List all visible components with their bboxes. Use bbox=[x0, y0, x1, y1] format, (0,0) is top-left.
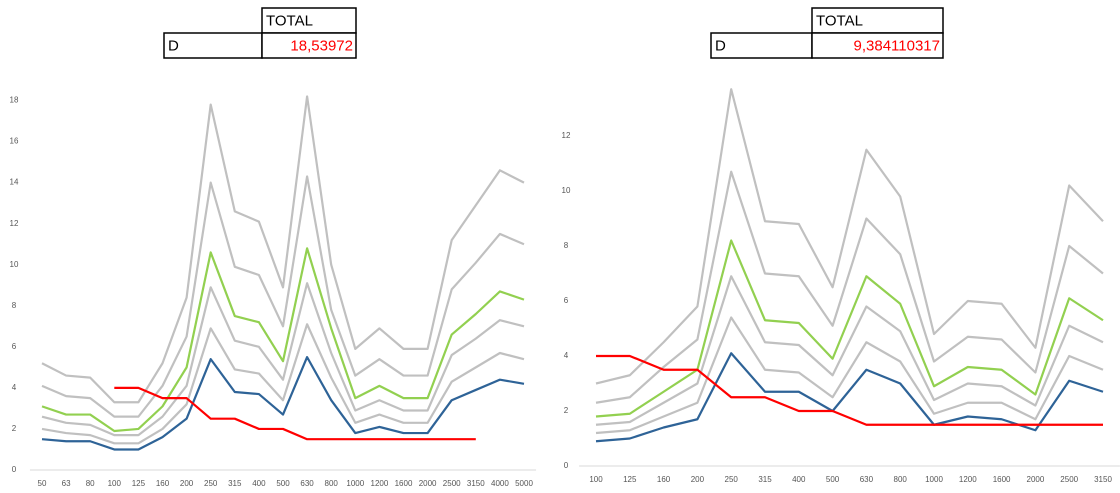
x-tick-label: 1000 bbox=[925, 475, 943, 484]
y-tick-label: 14 bbox=[10, 178, 19, 187]
series-line bbox=[596, 354, 1103, 426]
x-tick-label: 630 bbox=[860, 475, 874, 484]
x-tick-label: 100 bbox=[589, 475, 603, 484]
y-tick-label: 8 bbox=[12, 301, 17, 310]
x-tick-label: 250 bbox=[725, 475, 739, 484]
x-tick-label: 50 bbox=[38, 479, 47, 488]
table-value-cell bbox=[811, 32, 944, 59]
series-line bbox=[595, 88, 1104, 385]
x-tick-label: 2500 bbox=[443, 479, 461, 488]
x-tick-label: 63 bbox=[62, 479, 71, 488]
x-tick-label: 315 bbox=[228, 479, 242, 488]
x-tick-label: 2000 bbox=[1027, 475, 1045, 484]
x-tick-label: 1200 bbox=[959, 475, 977, 484]
x-tick-label: 400 bbox=[252, 479, 266, 488]
x-tick-label: 315 bbox=[758, 475, 772, 484]
series-line bbox=[41, 356, 525, 451]
series-line bbox=[595, 275, 1104, 426]
y-tick-label: 6 bbox=[564, 296, 569, 305]
x-tick-label: 200 bbox=[691, 475, 705, 484]
series-line bbox=[595, 239, 1104, 418]
table-value: 9,384110317 bbox=[854, 37, 940, 54]
y-tick-label: 12 bbox=[562, 131, 571, 140]
x-tick-label: 125 bbox=[623, 475, 637, 484]
series-line bbox=[114, 386, 476, 441]
x-tick-label: 125 bbox=[132, 479, 146, 488]
x-tick-label: 200 bbox=[180, 479, 194, 488]
y-tick-label: 18 bbox=[10, 96, 19, 105]
table-row-label: D bbox=[715, 37, 726, 54]
table-row-label: D bbox=[168, 37, 179, 54]
x-tick-label: 500 bbox=[826, 475, 840, 484]
table-value-cell bbox=[261, 32, 357, 59]
series-line bbox=[595, 170, 1104, 404]
x-tick-label: 1000 bbox=[346, 479, 364, 488]
table-header: TOTAL bbox=[816, 12, 863, 29]
x-tick-label: 3150 bbox=[467, 479, 485, 488]
x-tick-label: 80 bbox=[86, 479, 95, 488]
x-tick-label: 800 bbox=[325, 479, 339, 488]
x-tick-label: 400 bbox=[792, 475, 806, 484]
y-tick-label: 10 bbox=[562, 186, 571, 195]
chart: TOTAL D 18,53972 0 2 4 6 8 10 12 14 16 18 50 63 80 100 12… bbox=[10, 7, 537, 488]
series-line bbox=[41, 323, 525, 445]
x-tick-label: 5000 bbox=[515, 479, 533, 488]
table-value: 18,53972 bbox=[290, 37, 353, 54]
y-tick-label: 4 bbox=[564, 351, 569, 360]
y-tick-label: 4 bbox=[12, 383, 17, 392]
y-tick-label: 6 bbox=[12, 342, 17, 351]
x-tick-label: 1600 bbox=[395, 479, 413, 488]
y-tick-label: 0 bbox=[564, 461, 569, 470]
x-tick-label: 1600 bbox=[993, 475, 1011, 484]
y-tick-label: 2 bbox=[564, 406, 569, 415]
series-line bbox=[41, 282, 525, 437]
series-line bbox=[41, 175, 525, 418]
x-tick-label: 160 bbox=[657, 475, 671, 484]
x-tick-label: 2500 bbox=[1060, 475, 1078, 484]
x-tick-label: 2000 bbox=[419, 479, 437, 488]
y-tick-label: 8 bbox=[564, 241, 569, 250]
x-tick-label: 630 bbox=[300, 479, 314, 488]
x-tick-label: 3150 bbox=[1094, 475, 1112, 484]
y-tick-label: 0 bbox=[12, 465, 17, 474]
x-tick-label: 160 bbox=[156, 479, 170, 488]
table-label-cell bbox=[710, 32, 813, 59]
y-tick-label: 2 bbox=[12, 424, 17, 433]
x-tick-label: 500 bbox=[276, 479, 290, 488]
table-header: TOTAL bbox=[266, 12, 313, 29]
y-tick-label: 10 bbox=[10, 260, 19, 269]
x-tick-label: 1200 bbox=[371, 479, 389, 488]
chart: TOTAL D 9,384110317 0 2 4 6 8 10 12 100 125 160 200 25… bbox=[562, 7, 1120, 484]
table-header-cell bbox=[261, 7, 357, 34]
series-line bbox=[41, 247, 525, 433]
x-tick-label: 800 bbox=[894, 475, 908, 484]
series-line bbox=[595, 316, 1104, 435]
y-tick-label: 16 bbox=[10, 137, 19, 146]
x-tick-label: 4000 bbox=[491, 479, 509, 488]
table-label-cell bbox=[163, 32, 263, 59]
x-tick-label: 100 bbox=[108, 479, 122, 488]
y-tick-label: 12 bbox=[10, 219, 19, 228]
series-line bbox=[41, 95, 525, 404]
x-tick-label: 250 bbox=[204, 479, 218, 488]
